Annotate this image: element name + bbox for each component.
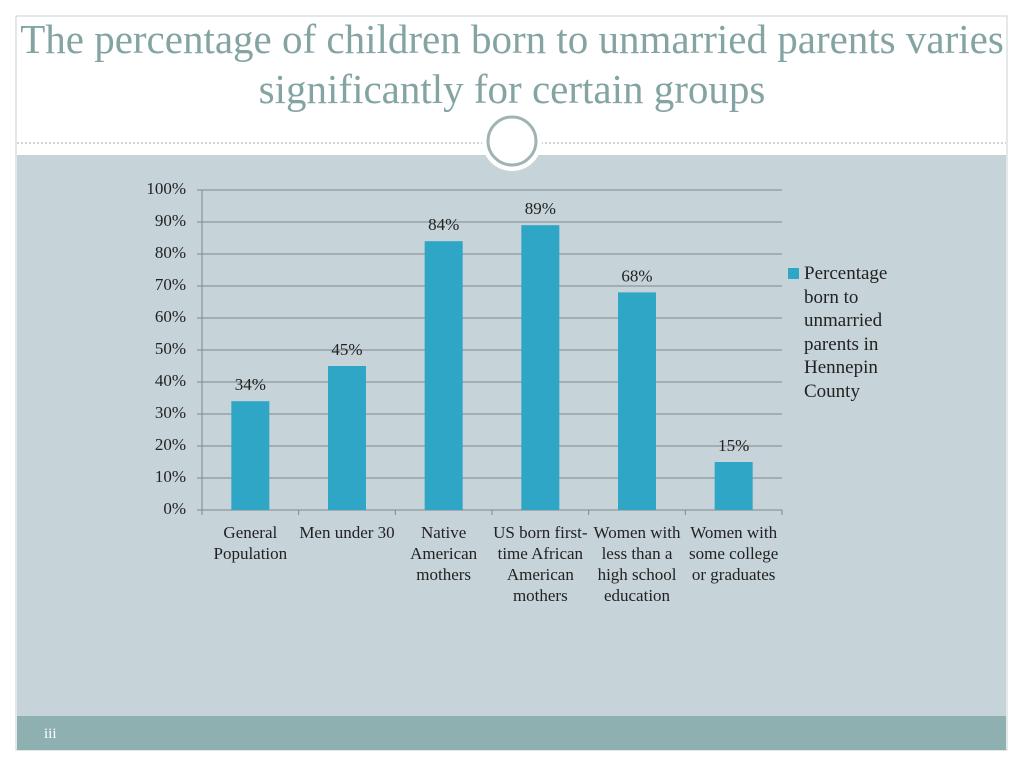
ornament [482,111,542,171]
legend-swatch [788,268,799,279]
y-tick-label: 100% [146,179,186,198]
value-label: 84% [428,215,459,234]
y-tick-label: 10% [155,467,186,486]
slide-number: iii [44,726,57,742]
bar [618,292,656,510]
y-tick-label: 30% [155,403,186,422]
y-tick-label: 60% [155,307,186,326]
value-label: 15% [718,436,749,455]
value-label: 45% [331,340,362,359]
x-tick-label: US born first-time African American moth… [493,523,588,605]
value-label: 34% [235,375,266,394]
y-tick-label: 40% [155,371,186,390]
y-tick-label: 50% [155,339,186,358]
footer-bar [17,716,1006,750]
y-tick-label: 70% [155,275,186,294]
x-tick-label: Women with less than a high school educa… [593,523,681,605]
y-tick-label: 20% [155,435,186,454]
bar [231,401,270,510]
value-label: 68% [621,266,652,285]
bar [714,462,753,510]
x-tick-label: Men under 30 [299,523,395,542]
x-tick-label: Native American mothers [410,523,478,584]
ornament [486,115,538,167]
y-tick-label: 80% [155,243,186,262]
bar [424,241,463,510]
x-tick-label: Women with some college or graduates [689,523,779,584]
legend: Percentage born to unmarried parents in … [788,262,918,403]
bar [328,366,366,510]
value-label: 89% [525,199,556,218]
bar [521,225,560,510]
y-tick-label: 0% [163,499,186,518]
content-area [17,155,1006,716]
slide-title: The percentage of children born to unmar… [20,16,1004,112]
y-tick-label: 90% [155,211,186,230]
legend-label: Percentage born to unmarried parents in … [804,263,888,402]
x-tick-label: General Population [213,523,288,563]
